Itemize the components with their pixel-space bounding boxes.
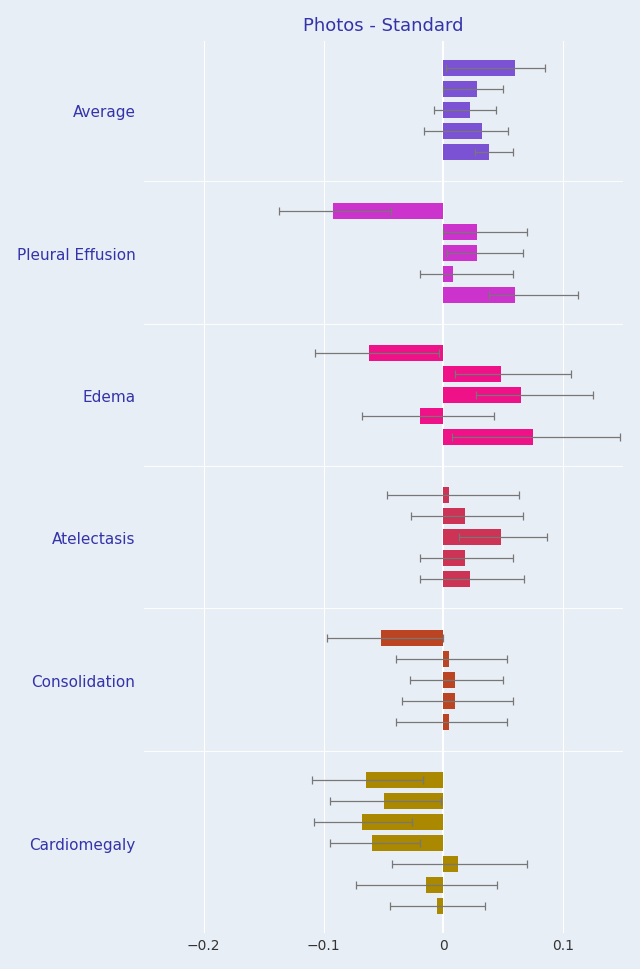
Bar: [444, 245, 477, 262]
Bar: [444, 61, 515, 78]
Bar: [444, 266, 453, 282]
Bar: [444, 388, 522, 404]
Bar: [365, 772, 444, 788]
Bar: [444, 103, 470, 119]
Bar: [444, 509, 465, 525]
Bar: [444, 145, 489, 161]
Bar: [444, 124, 482, 141]
Bar: [372, 835, 444, 851]
Bar: [444, 366, 501, 383]
Bar: [444, 530, 501, 546]
Bar: [426, 877, 444, 893]
Bar: [362, 814, 444, 830]
Bar: [333, 203, 444, 219]
Bar: [444, 429, 533, 446]
Bar: [444, 672, 456, 688]
Bar: [369, 346, 444, 361]
Bar: [444, 856, 458, 872]
Bar: [381, 630, 444, 646]
Bar: [444, 550, 465, 567]
Bar: [444, 651, 449, 667]
Bar: [444, 572, 470, 588]
Bar: [383, 793, 444, 809]
Bar: [444, 487, 449, 504]
Bar: [419, 409, 444, 424]
Title: Photos - Standard: Photos - Standard: [303, 16, 464, 35]
Bar: [444, 714, 449, 730]
Bar: [444, 287, 515, 303]
Bar: [438, 898, 444, 914]
Bar: [444, 82, 477, 98]
Bar: [444, 224, 477, 240]
Bar: [444, 693, 456, 709]
